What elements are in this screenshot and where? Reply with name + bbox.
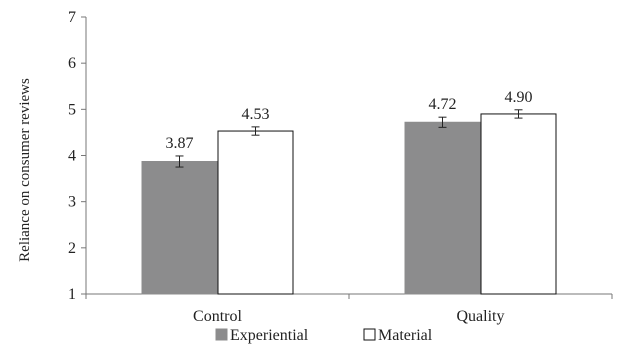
bar-material-control (217, 130, 294, 295)
data-label: 3.87 (166, 135, 194, 152)
legend-label-experiential: Experiential (230, 327, 309, 344)
y-tick-label: 2 (68, 240, 76, 257)
data-label: 4.53 (242, 106, 270, 123)
error-bars (175, 109, 523, 168)
y-tick-label: 7 (68, 9, 76, 26)
x-axis: Control Quality (85, 293, 613, 325)
bar-experiential-control (141, 161, 218, 295)
bars (141, 113, 557, 295)
y-axis: 1 2 3 4 5 6 7 (68, 9, 87, 303)
legend-label-material: Material (378, 327, 433, 344)
x-category-label: Control (193, 308, 242, 325)
data-label: 4.90 (505, 89, 533, 106)
legend-swatch-experiential (215, 328, 228, 341)
y-tick-label: 5 (68, 101, 76, 118)
y-tick-label: 6 (68, 55, 76, 72)
data-labels: 3.87 4.72 4.53 4.90 (166, 89, 533, 152)
data-label: 4.72 (429, 96, 457, 113)
y-tick-label: 1 (68, 286, 76, 303)
bar-experiential-quality (404, 121, 481, 295)
legend: Experiential Material (215, 327, 433, 344)
legend-swatch-material (363, 328, 376, 341)
y-tick-label: 3 (68, 194, 76, 211)
y-axis-title: Reliance on consumer reviews (17, 78, 33, 262)
y-tick-label: 4 (68, 148, 76, 165)
x-category-label: Quality (457, 308, 505, 325)
bar-material-quality (480, 113, 557, 295)
